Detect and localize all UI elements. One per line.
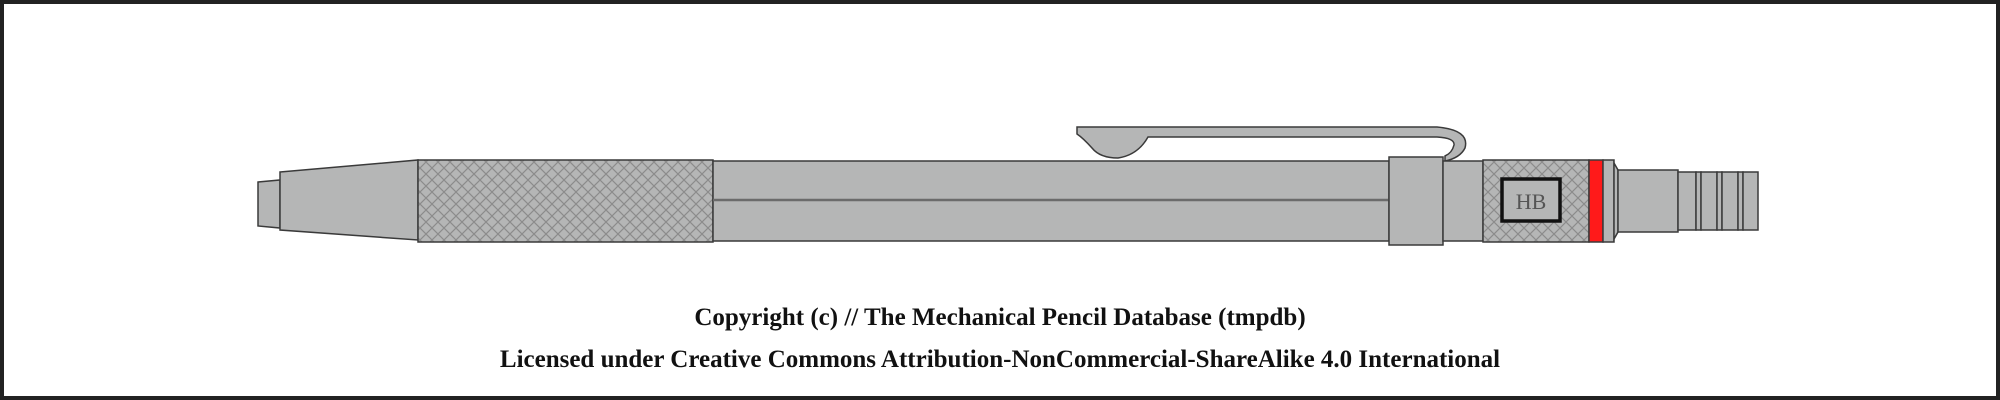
tip-ring-3	[1700, 171, 1718, 231]
red-accent-ring	[1588, 159, 1604, 243]
lead-grade-window	[1500, 177, 1562, 223]
barrel-front-section	[1442, 160, 1484, 242]
pocket-clip	[1076, 126, 1467, 162]
copyright-text: Copyright (c) // The Mechanical Pencil D…	[694, 304, 1306, 331]
tip-ring-5	[1721, 171, 1739, 231]
tip-end	[1742, 171, 1759, 231]
clip-ring	[1388, 156, 1444, 246]
tip-ring-1	[1677, 171, 1697, 231]
lead-grade-label: HB	[1516, 189, 1547, 214]
eraser-cap	[257, 179, 281, 229]
end-cap	[279, 159, 419, 241]
front-collar	[1602, 159, 1615, 243]
license-text: Licensed under Creative Commons Attribut…	[499, 346, 1501, 373]
lead-sleeve-base	[1617, 169, 1679, 233]
rear-knurled-grip	[417, 159, 714, 243]
